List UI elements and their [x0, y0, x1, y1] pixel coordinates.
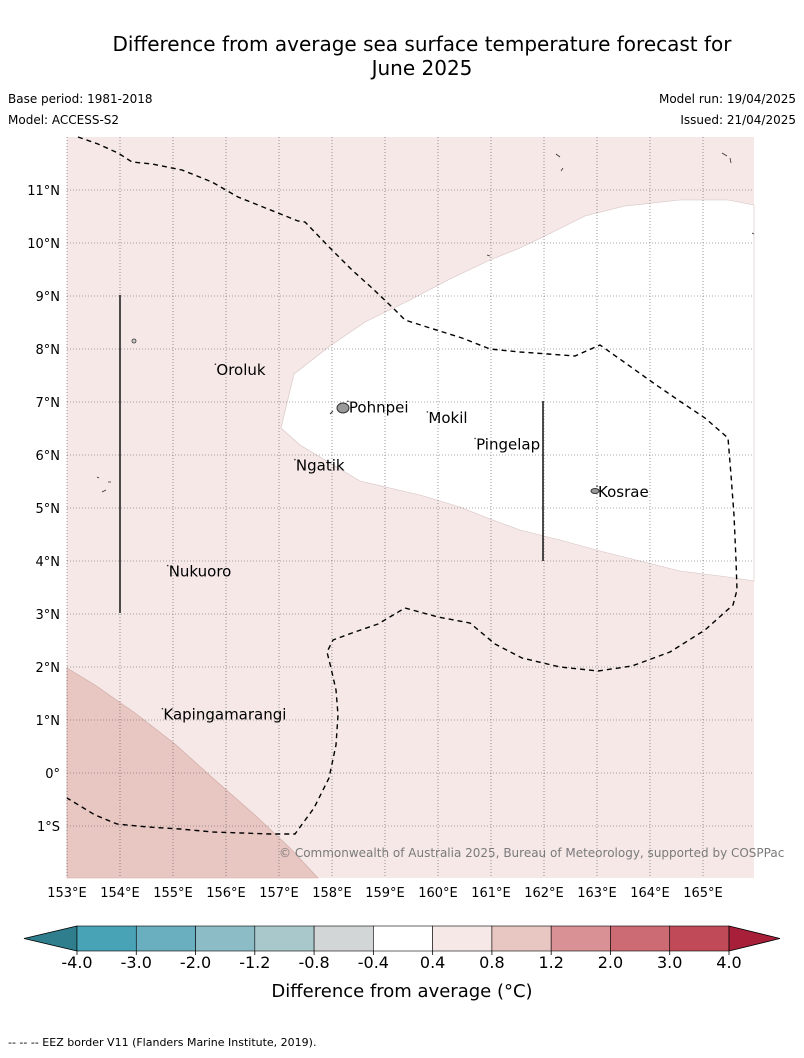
colorbar-segment — [254, 925, 315, 952]
colorbar-segment — [76, 925, 137, 952]
map-title-line2: June 2025 — [371, 56, 473, 80]
colorbar-tick-label: -0.8 — [298, 953, 329, 972]
map-title-line1: Difference from average sea surface temp… — [112, 32, 732, 56]
latitude-labels: 11°N 10°N 9°N 8°N 7°N 6°N 5°N 4°N 3°N 2°N 1°N 0° 1°S — [27, 184, 60, 835]
colorbar-tick-label: 4.0 — [716, 953, 741, 972]
colorbar-tick-label: 2.0 — [598, 953, 623, 972]
colorbar-segment — [610, 925, 671, 952]
latitude-label: 2°N — [36, 661, 61, 676]
latitude-label: 8°N — [36, 343, 61, 358]
longitude-label: 156°E — [206, 886, 246, 901]
eez-footnote: -- -- -- EEZ border V11 (Flanders Marine… — [8, 1036, 317, 1049]
latitude-label: 10°N — [27, 237, 60, 252]
colorbar-segment — [491, 925, 552, 952]
issued-date: Issued: 21/04/2025 — [680, 113, 796, 127]
longitude-label: 154°E — [100, 886, 140, 901]
place-marker — [426, 411, 429, 413]
longitude-label: 157°E — [259, 886, 299, 901]
northern-atolls — [486, 152, 755, 257]
eez-border — [66, 136, 738, 835]
model-run: Model run: 19/04/2025 — [658, 92, 796, 106]
colorbar-tick-label: 3.0 — [657, 953, 682, 972]
colorbar-segment — [195, 925, 256, 952]
latitude-label: 11°N — [27, 184, 60, 199]
place-marker — [166, 564, 169, 567]
colorbar-tick-label: 1.2 — [538, 953, 563, 972]
latitude-label: 1°S — [37, 820, 60, 835]
kosrae-island — [590, 488, 600, 494]
near-average-region — [280, 199, 755, 582]
longitude-label: 162°E — [524, 886, 564, 901]
place-marker — [214, 363, 217, 366]
colorbar-segment — [313, 925, 374, 952]
latitude-label: 7°N — [36, 396, 61, 411]
colorbar-segment — [432, 925, 493, 952]
latitude-label: 9°N — [36, 290, 61, 305]
map-title: Difference from average sea surface temp… — [40, 32, 804, 80]
place-marker — [474, 437, 476, 440]
model-name: Model: ACCESS-S2 — [8, 113, 120, 127]
place-label: Kosrae — [598, 483, 649, 501]
place-marker — [596, 485, 598, 487]
longitude-label: 153°E — [47, 886, 87, 901]
longitude-labels: 153°E 154°E 155°E 156°E 157°E 158°E 159°E 160°E… — [47, 886, 723, 901]
colorbar-tick-label: -4.0 — [61, 953, 92, 972]
colorbar-tick-label: 0.4 — [420, 953, 445, 972]
colorbar-segment — [550, 925, 611, 952]
latitude-label: 1°N — [36, 714, 61, 729]
place-label: Oroluk — [216, 361, 265, 379]
latitude-label: 4°N — [36, 555, 61, 570]
copyright-note: © Commonwealth of Australia 2025, Bureau… — [279, 846, 784, 860]
pohnpei-island — [336, 402, 350, 414]
longitude-label: 163°E — [577, 886, 617, 901]
colorbar-tick-label: -3.0 — [121, 953, 152, 972]
latitude-label: 0° — [45, 767, 60, 782]
place-label: Mokil — [428, 409, 467, 427]
place-label: Ngatik — [296, 457, 345, 475]
warm-anomaly-region — [66, 667, 319, 879]
latitude-label: 3°N — [36, 608, 61, 623]
longitude-label: 161°E — [471, 886, 511, 901]
colorbar-under-extension — [23, 925, 78, 952]
graticule — [66, 137, 754, 878]
place-label: Pohnpei — [349, 398, 409, 416]
colorbar-tick-label: -0.4 — [358, 953, 389, 972]
longitude-label: 159°E — [365, 886, 405, 901]
place-marker — [294, 458, 296, 461]
place-marker — [161, 707, 164, 710]
atoll-outline — [96, 476, 111, 493]
colorbar-title: Difference from average (°C) — [271, 981, 532, 1002]
latitude-label: 6°N — [36, 449, 61, 464]
latitude-label: 5°N — [36, 502, 61, 517]
longitude-label: 165°E — [683, 886, 723, 901]
colorbar-tick-label: -2.0 — [180, 953, 211, 972]
place-label: Pingelap — [476, 435, 540, 453]
colorbar: -4.0 -3.0 -2.0 -1.2 -0.8 -0.4 0.4 0.8 1.2 2.0 3.0 4… — [23, 925, 781, 972]
longitude-label: 155°E — [153, 886, 193, 901]
colorbar-segment — [669, 925, 730, 952]
place-labels: Oroluk Pohnpei Mokil Pingelap Ngatik Kosrae Nu… — [161, 361, 649, 724]
base-period: Base period: 1981-2018 — [8, 92, 153, 106]
colorbar-segment — [135, 925, 196, 952]
colorbar-tick-label: -1.2 — [239, 953, 270, 972]
longitude-label: 164°E — [630, 886, 670, 901]
place-marker — [347, 400, 349, 403]
colorbar-segment — [373, 925, 433, 952]
longitude-label: 158°E — [312, 886, 352, 901]
colorbar-over-extension — [728, 925, 781, 952]
place-label: Kapingamarangi — [163, 706, 286, 724]
colorbar-tick-label: 0.8 — [479, 953, 504, 972]
small-island — [131, 338, 137, 344]
longitude-label: 160°E — [418, 886, 458, 901]
place-label: Nukuoro — [169, 563, 232, 581]
ant-atoll — [329, 410, 334, 415]
